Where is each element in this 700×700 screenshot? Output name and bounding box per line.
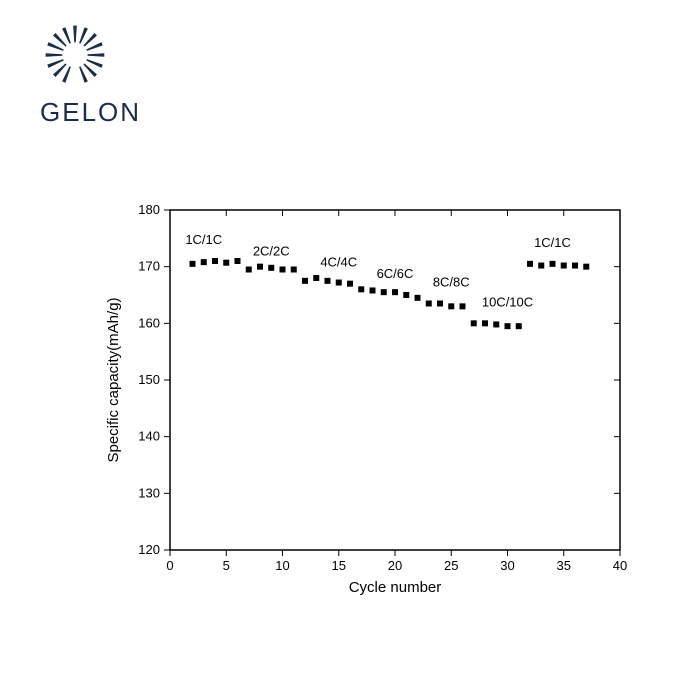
logo-block: GELON bbox=[40, 20, 180, 128]
svg-text:120: 120 bbox=[138, 542, 160, 557]
svg-text:40: 40 bbox=[613, 558, 627, 573]
svg-text:Cycle number: Cycle number bbox=[349, 579, 442, 596]
svg-text:8C/8C: 8C/8C bbox=[433, 275, 470, 290]
svg-text:5: 5 bbox=[223, 558, 230, 573]
svg-text:1C/1C: 1C/1C bbox=[185, 232, 222, 247]
logo-text: GELON bbox=[40, 97, 180, 128]
svg-text:15: 15 bbox=[332, 558, 346, 573]
svg-text:30: 30 bbox=[500, 558, 514, 573]
svg-text:2C/2C: 2C/2C bbox=[253, 243, 290, 258]
svg-text:6C/6C: 6C/6C bbox=[377, 266, 414, 281]
svg-text:170: 170 bbox=[138, 259, 160, 274]
svg-text:20: 20 bbox=[388, 558, 402, 573]
svg-text:150: 150 bbox=[138, 372, 160, 387]
capacity-chart: 0 5 10 15 20 25 30 35 40 120 130 140 150 160 170 180 Cyc… bbox=[100, 200, 640, 600]
svg-text:Specific capacity(mAh/g): Specific capacity(mAh/g) bbox=[105, 297, 122, 462]
svg-text:35: 35 bbox=[557, 558, 571, 573]
svg-text:140: 140 bbox=[138, 429, 160, 444]
svg-text:25: 25 bbox=[444, 558, 458, 573]
svg-text:160: 160 bbox=[138, 315, 160, 330]
svg-text:4C/4C: 4C/4C bbox=[320, 255, 357, 270]
svg-text:1C/1C: 1C/1C bbox=[534, 235, 571, 250]
svg-text:0: 0 bbox=[166, 558, 173, 573]
svg-text:180: 180 bbox=[138, 202, 160, 217]
sunburst-icon bbox=[40, 20, 110, 90]
svg-text:10C/10C: 10C/10C bbox=[482, 294, 533, 309]
svg-text:10: 10 bbox=[275, 558, 289, 573]
chart-svg: 0 5 10 15 20 25 30 35 40 120 130 140 150 160 170 180 Cyc… bbox=[100, 200, 640, 600]
svg-text:130: 130 bbox=[138, 485, 160, 500]
